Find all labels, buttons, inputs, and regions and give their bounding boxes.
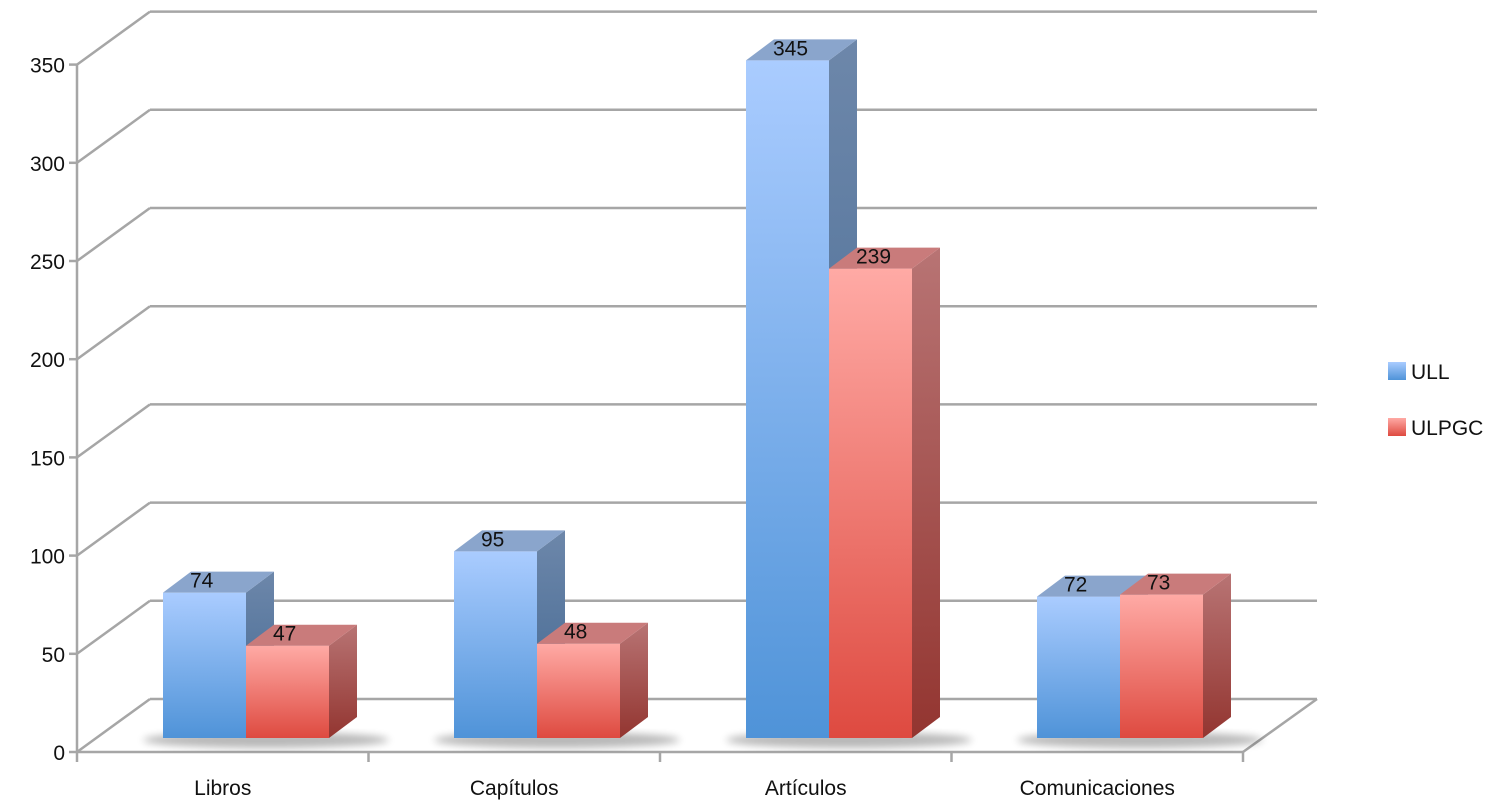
legend-label: ULPGC bbox=[1411, 417, 1483, 440]
y-tick-label: 200 bbox=[30, 349, 65, 372]
data-label: 239 bbox=[856, 246, 891, 269]
bars bbox=[143, 39, 1263, 748]
data-label: 73 bbox=[1147, 572, 1170, 595]
data-label: 74 bbox=[190, 570, 214, 593]
bar-ull-libros bbox=[163, 592, 246, 738]
bar-side bbox=[912, 247, 940, 738]
bar-ulpgc-capítulos bbox=[537, 643, 620, 738]
gridline-diagonal bbox=[76, 206, 151, 263]
x-tick-label: Artículos bbox=[765, 777, 847, 800]
bar-side bbox=[329, 624, 357, 738]
gridline-diagonal bbox=[76, 697, 151, 754]
legend: ULL ULPGC bbox=[1388, 361, 1483, 440]
bar-top bbox=[1120, 573, 1231, 595]
bar-top bbox=[746, 39, 857, 61]
y-tick-label: 150 bbox=[30, 447, 65, 470]
bar-top bbox=[246, 624, 357, 646]
legend-label: ULL bbox=[1411, 361, 1450, 384]
bar-ulpgc-comunicaciones bbox=[1120, 594, 1203, 738]
gridline-diagonal bbox=[76, 108, 151, 164]
bar-ull-artículos bbox=[746, 60, 829, 739]
bar-top bbox=[1037, 575, 1148, 597]
gridline-diagonal bbox=[76, 599, 151, 655]
y-tick-label: 300 bbox=[30, 153, 65, 176]
data-labels: 74 47 95 48 345 239 72 73 bbox=[190, 37, 1170, 645]
x-tick-label: Libros bbox=[194, 777, 251, 800]
data-label: 48 bbox=[564, 621, 587, 644]
x-tick-label: Capítulos bbox=[470, 777, 559, 800]
bar-top bbox=[163, 571, 274, 593]
legend-swatch-ulpgc bbox=[1388, 418, 1406, 436]
bar-top bbox=[454, 530, 565, 552]
legend-swatch-ull bbox=[1388, 362, 1406, 380]
gridline-diagonal bbox=[76, 501, 151, 557]
y-tick-label: 50 bbox=[42, 644, 65, 667]
axes: 0 50 100 150 200 250 300 350 Libros Capítulos Artí… bbox=[30, 55, 1245, 800]
bar-side bbox=[620, 622, 648, 738]
gridline-diagonal bbox=[76, 403, 151, 459]
gridline-diagonal bbox=[76, 305, 151, 361]
bar-top bbox=[537, 622, 648, 644]
bar-ull-capítulos bbox=[454, 551, 537, 738]
y-tick-label: 100 bbox=[30, 546, 65, 569]
data-label: 47 bbox=[273, 623, 296, 646]
y-tick-label: 350 bbox=[30, 55, 65, 78]
y-tick-label: 0 bbox=[53, 742, 65, 765]
data-label: 95 bbox=[481, 528, 504, 551]
bar-side bbox=[1203, 573, 1231, 738]
data-label: 72 bbox=[1064, 574, 1087, 597]
y-tick-label: 250 bbox=[30, 251, 65, 274]
x-tick-label: Comunicaciones bbox=[1020, 777, 1175, 800]
floor-right-edge bbox=[1242, 697, 1318, 754]
bar-ulpgc-libros bbox=[246, 645, 329, 738]
gridline-diagonal bbox=[76, 10, 151, 66]
bar-ull-comunicaciones bbox=[1037, 596, 1120, 738]
data-label: 345 bbox=[773, 37, 808, 60]
bar-ulpgc-artículos bbox=[829, 268, 912, 738]
bar-top bbox=[829, 247, 940, 269]
